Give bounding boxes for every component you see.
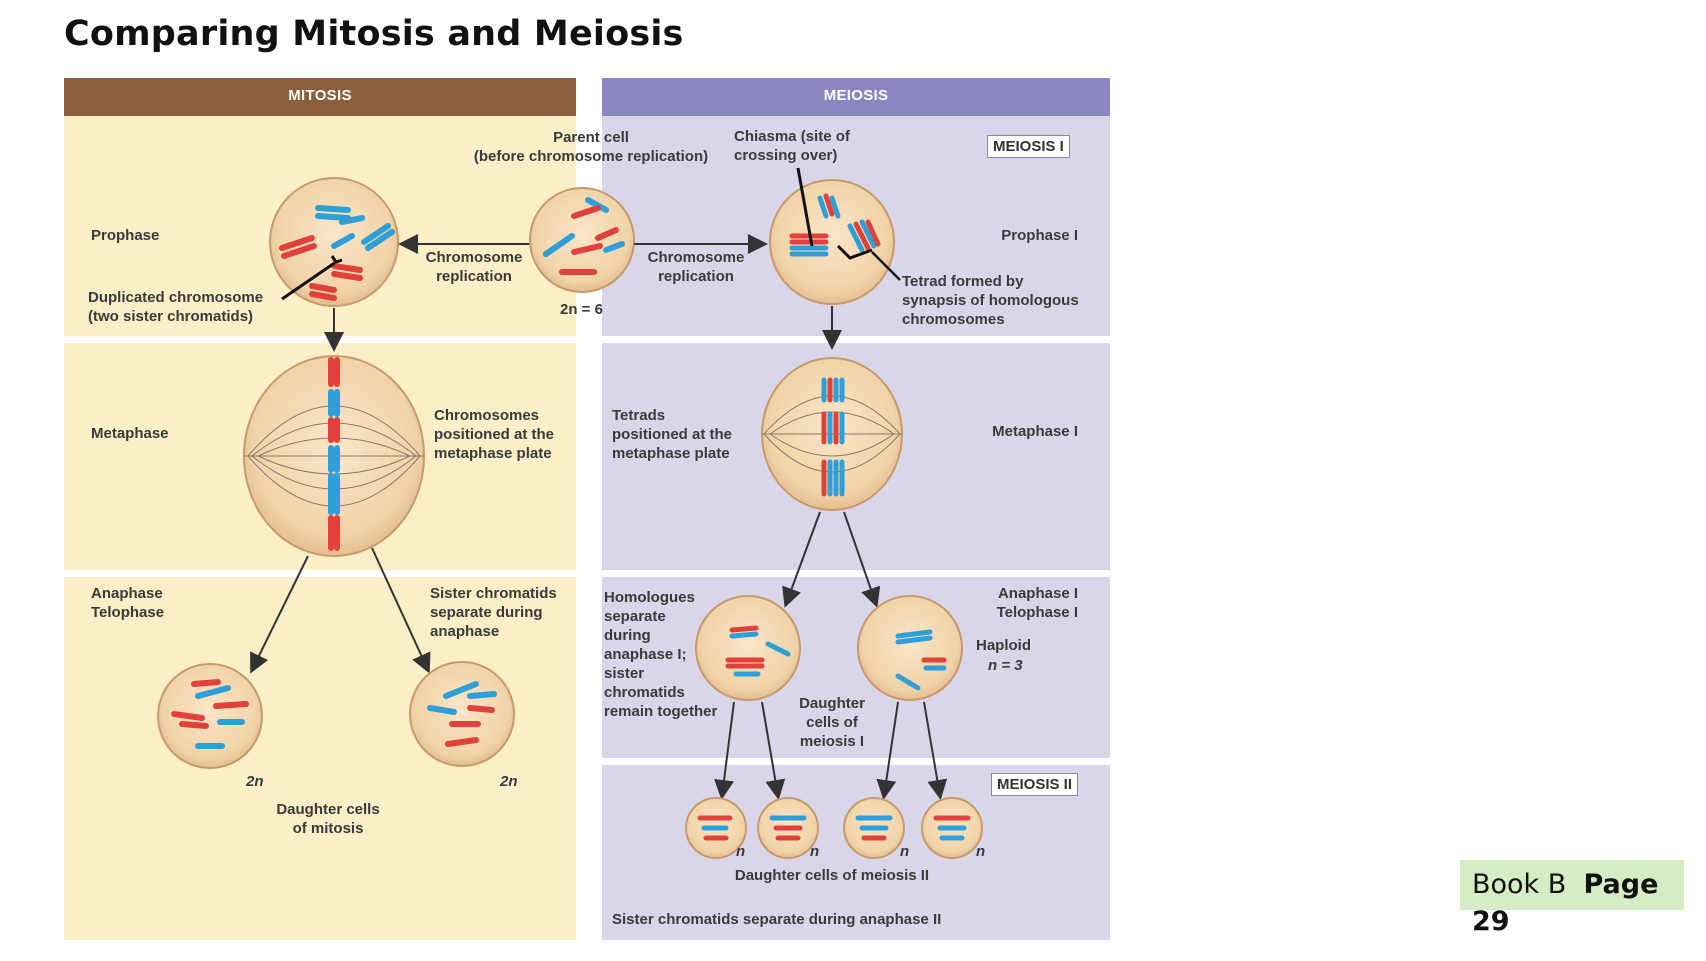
meiosis-2-tag: MEIOSIS II bbox=[991, 773, 1079, 796]
mitosis-daughter-cell-left bbox=[157, 663, 263, 769]
chromosomes-positioned-label: Chromosomes positioned at the metaphase … bbox=[434, 407, 554, 462]
row-separator bbox=[602, 758, 1110, 765]
two-n-right-label: 2n bbox=[500, 773, 518, 790]
prophase-1-label: Prophase I bbox=[1001, 227, 1078, 244]
daughter-cells-meiosis-1-label: Daughter cells of meiosis I bbox=[799, 695, 865, 750]
mitosis-prophase-cell bbox=[269, 177, 399, 307]
row-separator bbox=[602, 570, 1110, 577]
book-page-text: Book B Page 29 bbox=[1472, 866, 1658, 940]
chiasma-label: Chiasma (site of crossing over) bbox=[734, 128, 850, 164]
parent-cell-label: Parent cell (before chromosome replicati… bbox=[473, 129, 709, 165]
row-separator bbox=[602, 336, 1110, 343]
meiosis-1-tag: MEIOSIS I bbox=[987, 135, 1070, 158]
chromosome-replication-right-label: Chromosome replication bbox=[647, 249, 745, 285]
two-n-left-label: 2n bbox=[246, 773, 264, 790]
row-separator bbox=[64, 570, 576, 577]
metaphase-1-label: Metaphase I bbox=[992, 423, 1078, 440]
meiosis-header: MEIOSIS bbox=[602, 78, 1110, 116]
mitosis-header: MITOSIS bbox=[64, 78, 576, 116]
metaphase-label: Metaphase bbox=[91, 425, 169, 442]
sister-chromatids-separate-label: Sister chromatids separate during anapha… bbox=[430, 585, 557, 640]
slide-title: Comparing Mitosis and Meiosis bbox=[64, 14, 684, 54]
meiosis-1-daughter-cell-left bbox=[695, 595, 801, 701]
row-separator bbox=[64, 336, 576, 343]
mitosis-daughter-cell-right bbox=[409, 661, 515, 767]
n-equals-3-label: n = 3 bbox=[988, 657, 1023, 674]
meiosis-1-daughter-cell-right bbox=[857, 595, 963, 701]
n-label-2: n bbox=[810, 843, 820, 860]
tetrads-positioned-label: Tetrads positioned at the metaphase plat… bbox=[612, 407, 732, 462]
book-label: Book B bbox=[1472, 869, 1567, 900]
parent-cell bbox=[529, 187, 635, 293]
daughter-cells-mitosis-label: Daughter cells of mitosis bbox=[276, 801, 380, 837]
anaphase-telophase-1-label: Anaphase I Telophase I bbox=[996, 585, 1078, 621]
n-label-4: n bbox=[976, 843, 986, 860]
haploid-label: Haploid bbox=[976, 637, 1031, 654]
meiosis-prophase-cell bbox=[769, 179, 895, 305]
n-label-3: n bbox=[900, 843, 910, 860]
sister-chromatids-anaphase-2-label: Sister chromatids separate during anapha… bbox=[612, 911, 942, 928]
page-word: Page bbox=[1583, 869, 1659, 900]
meiosis-2-daughter-cells bbox=[685, 797, 983, 859]
tetrad-label: Tetrad formed by synapsis of homologous … bbox=[902, 273, 1079, 328]
page-number: 29 bbox=[1472, 906, 1510, 937]
homologues-separate-label: Homologues separate during anaphase I; s… bbox=[604, 589, 718, 720]
book-page-badge bbox=[1460, 860, 1684, 910]
anaphase-telophase-label: Anaphase Telophase bbox=[91, 585, 165, 621]
n-label-1: n bbox=[736, 843, 746, 860]
mitosis-metaphase-cell bbox=[243, 355, 425, 557]
prophase-label: Prophase bbox=[91, 227, 160, 244]
meiosis-metaphase-cell bbox=[761, 357, 903, 511]
two-n-6-label: 2n = 6 bbox=[560, 301, 603, 318]
daughter-cells-meiosis-2-label: Daughter cells of meiosis II bbox=[734, 867, 930, 884]
chromosome-replication-left-label: Chromosome replication bbox=[425, 249, 523, 285]
duplicated-chromosome-label: Duplicated chromosome (two sister chroma… bbox=[88, 289, 264, 325]
